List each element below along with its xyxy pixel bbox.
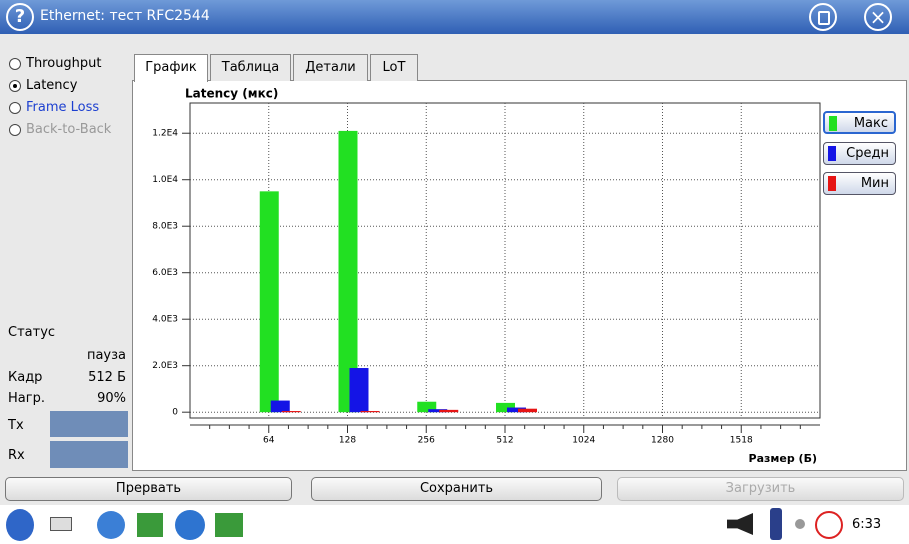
- rx-indicator: [50, 441, 128, 468]
- tab-table[interactable]: Таблица: [210, 54, 291, 81]
- x-tick-label: 1518: [730, 436, 753, 446]
- bar: [417, 401, 437, 413]
- x-tick-label: 512: [496, 436, 513, 446]
- y-tick-label: 1.0E4: [152, 175, 178, 185]
- start-icon[interactable]: [6, 509, 34, 541]
- frame-label: Кадр: [8, 370, 43, 385]
- bar: [428, 409, 448, 413]
- x-tick-label: 64: [263, 436, 275, 446]
- x-tick-label: 128: [339, 436, 356, 446]
- clock: 6:33: [852, 517, 882, 532]
- bar: [338, 130, 358, 413]
- y-tick-label: 6.0E3: [152, 268, 178, 278]
- radio-back-to-back: Back-to-Back: [8, 121, 111, 139]
- radio-latency[interactable]: Latency: [8, 77, 77, 95]
- tab-graph[interactable]: График: [134, 54, 208, 82]
- stop-button[interactable]: [809, 3, 837, 31]
- bar: [259, 191, 279, 413]
- status-state: пауза: [86, 348, 126, 363]
- globe-icon[interactable]: [175, 510, 205, 540]
- help-button[interactable]: ?: [6, 3, 34, 31]
- window-title: Ethernet: тест RFC2544: [40, 8, 210, 24]
- load-value: 90%: [97, 391, 126, 406]
- battery-icon: [770, 508, 782, 540]
- bar: [496, 402, 515, 413]
- legend-min[interactable]: Мин: [823, 172, 896, 195]
- y-tick-label: 8.0E3: [152, 222, 178, 232]
- load-button: Загрузить: [617, 477, 904, 501]
- rx-label: Rx: [8, 448, 25, 463]
- title-bar: ? Ethernet: тест RFC2544 ×: [0, 0, 909, 34]
- record-icon: [815, 511, 843, 539]
- bar: [270, 400, 290, 413]
- load-label: Нагр.: [8, 391, 45, 406]
- x-axis-label: Размер (Б): [749, 452, 817, 465]
- tx-indicator: [50, 411, 128, 437]
- y-tick-label: 2.0E3: [152, 361, 178, 371]
- card-icon[interactable]: [137, 513, 163, 537]
- taskbar: 6:33: [0, 505, 909, 544]
- abort-button[interactable]: Прервать: [5, 477, 292, 501]
- legend-max[interactable]: Макс: [823, 111, 896, 134]
- x-tick-label: 1280: [651, 436, 674, 446]
- legend-label: Средн: [846, 146, 889, 161]
- bar: [349, 368, 369, 413]
- bar: [518, 408, 537, 413]
- legend-label: Мин: [860, 176, 889, 191]
- legend-avg[interactable]: Средн: [823, 142, 896, 165]
- save-button[interactable]: Сохранить: [311, 477, 602, 501]
- keyboard-icon[interactable]: [50, 517, 72, 531]
- radio-throughput[interactable]: Throughput: [8, 55, 102, 73]
- bar: [281, 411, 301, 413]
- tx-label: Tx: [8, 418, 24, 433]
- bar: [360, 411, 380, 413]
- radio-frame-loss[interactable]: Frame Loss: [8, 99, 99, 117]
- tab-details[interactable]: Детали: [293, 54, 368, 81]
- close-button[interactable]: ×: [864, 3, 892, 31]
- app-icon[interactable]: [97, 511, 125, 539]
- legend-label: Макс: [853, 116, 888, 131]
- status-dot: [795, 519, 805, 529]
- y-tick-label: 0: [172, 408, 178, 418]
- bar: [439, 409, 459, 413]
- y-tick-label: 4.0E3: [152, 315, 178, 325]
- y-tick-label: 1.2E4: [152, 129, 178, 139]
- chart-title: Latency (мкс): [185, 87, 278, 101]
- x-tick-label: 1024: [572, 436, 595, 446]
- tab-lot[interactable]: LoT: [370, 54, 418, 81]
- chart-icon[interactable]: [215, 513, 243, 537]
- bar: [507, 407, 526, 413]
- status-label: Статус: [8, 325, 56, 340]
- frame-value: 512 Б: [88, 370, 126, 385]
- x-tick-label: 256: [418, 436, 435, 446]
